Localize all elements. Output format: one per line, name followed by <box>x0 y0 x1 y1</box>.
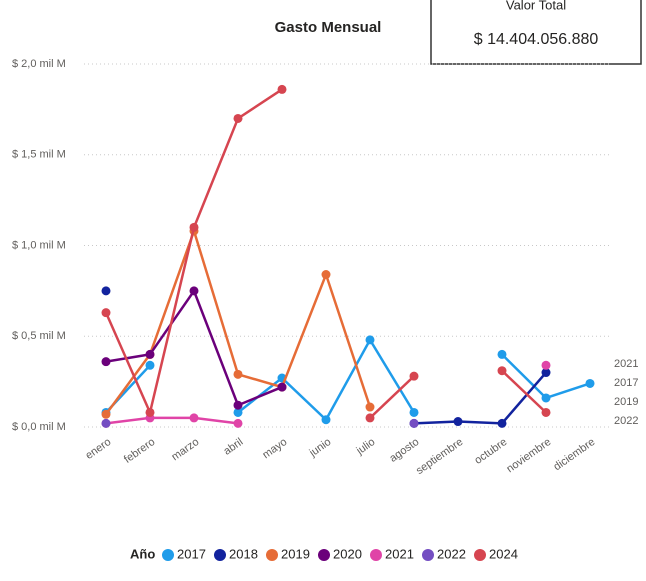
legend-label: 2017 <box>177 546 206 561</box>
point <box>497 366 507 376</box>
legend-label: 2021 <box>385 546 414 561</box>
point <box>189 222 199 232</box>
x-tick-label: mayo <box>260 436 289 461</box>
y-tick-label: $ 1,0 mil M <box>12 239 66 251</box>
legend-label: 2024 <box>489 546 518 561</box>
x-tick-label: marzo <box>169 436 201 463</box>
point <box>497 349 507 359</box>
point <box>145 349 155 359</box>
point <box>101 409 111 419</box>
point <box>145 407 155 417</box>
y-tick-label: $ 1,5 mil M <box>12 149 66 161</box>
point <box>145 360 155 370</box>
point <box>365 335 375 345</box>
series-line <box>413 371 547 425</box>
point <box>453 417 463 427</box>
x-tick-label: agosto <box>387 436 421 465</box>
legend-label: 2022 <box>437 546 466 561</box>
point <box>541 407 551 417</box>
point <box>541 368 551 378</box>
x-tick-label: abril <box>221 436 245 458</box>
series-line <box>104 88 547 419</box>
series-line <box>105 337 591 422</box>
end-label: 2019 <box>614 396 638 408</box>
point <box>233 113 243 123</box>
card <box>430 0 642 65</box>
point <box>189 286 199 296</box>
y-tick-label: $ 0,5 mil M <box>12 330 66 342</box>
point <box>189 413 199 423</box>
chart-title: Gasto Mensual <box>275 19 382 36</box>
legend-label: 2020 <box>333 546 362 561</box>
point <box>233 407 243 417</box>
point <box>585 378 595 388</box>
legend-title: Año <box>130 546 155 561</box>
series-line <box>104 227 372 416</box>
legend-label: 2018 <box>229 546 258 561</box>
x-tick-label: septiembre <box>414 436 465 477</box>
point <box>101 308 111 318</box>
legend-marker <box>162 549 174 561</box>
x-tick-label: enero <box>83 436 113 462</box>
point <box>541 360 551 370</box>
legend-marker <box>370 549 382 561</box>
legend-marker <box>266 549 278 561</box>
point <box>409 371 419 381</box>
point <box>233 400 243 410</box>
point <box>321 415 331 425</box>
x-tick-label: noviembre <box>504 436 553 475</box>
point <box>233 418 243 428</box>
legend-marker <box>422 549 434 561</box>
point <box>233 369 243 379</box>
point <box>497 418 507 428</box>
point <box>277 84 287 94</box>
point <box>101 418 111 428</box>
legend-marker <box>214 549 226 561</box>
series-line <box>106 365 546 423</box>
point <box>365 413 375 423</box>
point <box>101 286 111 296</box>
x-tick-label: diciembre <box>551 436 597 473</box>
point <box>321 270 331 280</box>
x-tick-label: octubre <box>472 436 509 467</box>
x-tick-label: febrero <box>122 436 157 466</box>
end-label: 2021 <box>614 358 638 370</box>
end-label: 2017 <box>614 377 638 389</box>
point <box>101 357 111 367</box>
end-label: 2022 <box>614 415 638 427</box>
legend-label: 2019 <box>281 546 310 561</box>
y-tick-label: $ 2,0 mil M <box>12 58 66 70</box>
x-tick-label: julio <box>354 436 378 458</box>
legend-marker <box>474 549 486 561</box>
x-tick-label: junio <box>307 436 334 460</box>
legend-marker <box>318 549 330 561</box>
point <box>277 382 287 392</box>
point <box>541 393 551 403</box>
series-line <box>105 288 283 407</box>
point <box>365 402 375 412</box>
card-value: $ 14.404.056.880 <box>474 31 599 48</box>
y-tick-label: $ 0,0 mil M <box>12 421 66 433</box>
point <box>409 418 419 428</box>
point <box>409 407 419 417</box>
card-label: Valor Total <box>506 0 566 12</box>
